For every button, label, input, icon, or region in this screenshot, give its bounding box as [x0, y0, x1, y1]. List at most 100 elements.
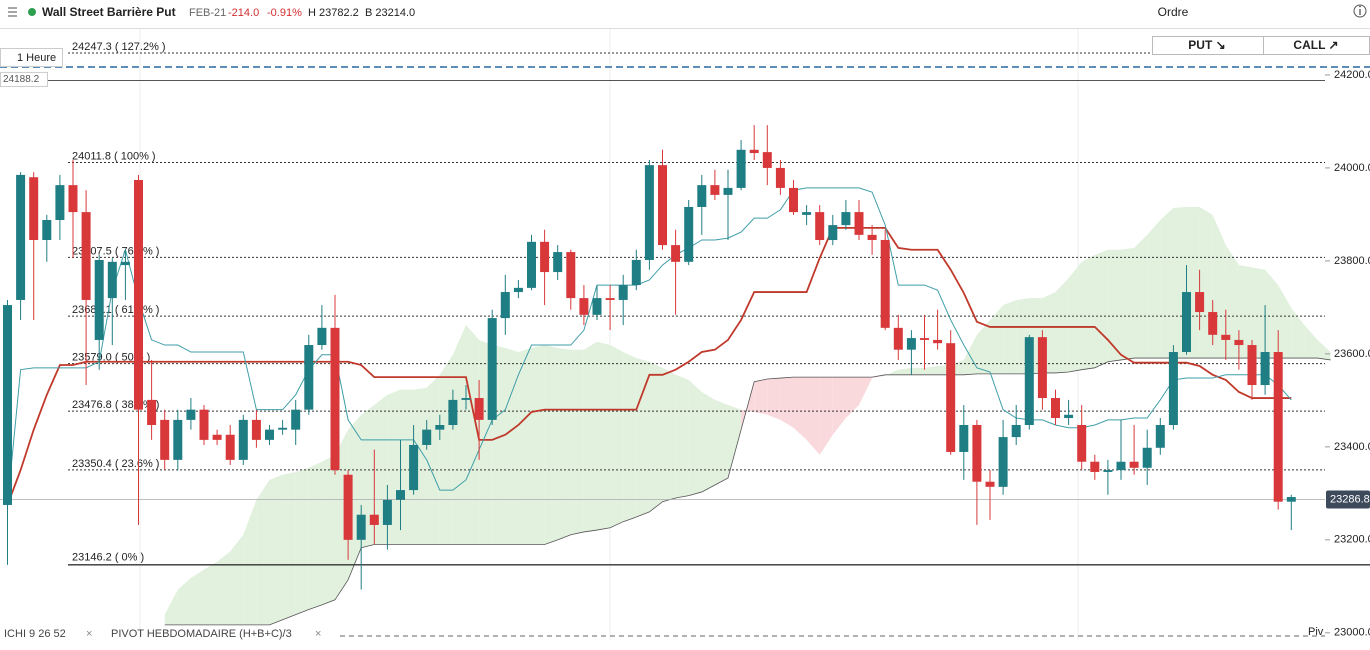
candle-body — [409, 444, 419, 491]
fib-label: 24011.8 ( 100% ) — [72, 150, 156, 162]
candle-body — [1037, 337, 1047, 399]
candle-body — [369, 514, 379, 525]
candle-body — [160, 419, 170, 460]
cloud-segment — [1055, 278, 1069, 373]
cloud-segment — [610, 345, 624, 528]
cloud-segment — [256, 479, 270, 625]
cloud-segment — [1225, 245, 1239, 359]
candle-body — [16, 174, 26, 300]
timeframe[interactable]: 1 Heure — [17, 52, 56, 64]
candle-body — [317, 327, 327, 346]
ref-price-label: 24188.2 — [3, 74, 40, 85]
candle-body — [1182, 292, 1191, 353]
candle-body — [579, 298, 589, 315]
candle-body — [3, 305, 12, 505]
candle-body — [972, 425, 982, 482]
close-icon[interactable]: × — [315, 628, 321, 640]
candle-body — [42, 219, 52, 240]
candle-body — [828, 225, 838, 240]
cloud-segment — [295, 467, 309, 615]
y-tick-label: 23400.0 — [1334, 441, 1370, 453]
candle-body — [920, 338, 929, 340]
info-dot — [1359, 5, 1361, 8]
candle-body — [422, 429, 432, 445]
y-tick-label: 23800.0 — [1334, 255, 1370, 267]
cloud-segment — [452, 325, 466, 545]
candle-body — [1024, 337, 1034, 426]
candle-body — [435, 425, 445, 430]
high: H 23782.2 — [308, 7, 359, 19]
candle-body — [1155, 425, 1165, 448]
close-icon[interactable]: × — [86, 628, 92, 640]
candle-body — [1064, 414, 1074, 419]
candle-body — [1116, 461, 1126, 471]
candle-body — [29, 177, 39, 240]
fib-label: 24247.3 ( 127.2% ) — [72, 41, 166, 53]
candle-body — [225, 434, 235, 460]
candle-body — [1077, 425, 1087, 462]
candle-body — [396, 490, 405, 500]
candle-body — [710, 185, 720, 195]
cloud-segment — [1147, 219, 1161, 359]
candle-body — [527, 241, 536, 288]
cloud-segment — [1304, 325, 1318, 359]
cloud-segment — [675, 374, 689, 498]
candle-body — [815, 212, 825, 240]
cloud-segment — [269, 474, 283, 625]
candle-body — [959, 425, 969, 452]
candle-body — [1011, 425, 1021, 438]
cloud-segment — [597, 341, 611, 531]
cloud-segment — [990, 305, 1004, 374]
cloud-segment — [649, 361, 663, 512]
candle-body — [736, 149, 746, 188]
status-dot — [28, 8, 36, 16]
y-tick-label: 24000.0 — [1334, 162, 1370, 174]
menu-icon[interactable] — [8, 7, 17, 17]
candle-body — [1221, 334, 1231, 340]
candle-body — [68, 185, 78, 213]
candle-body — [880, 239, 890, 328]
cloud-segment — [426, 374, 440, 545]
indicator-label: ICHI 9 26 52 — [4, 628, 66, 640]
candle-body — [212, 434, 222, 440]
put-button[interactable]: PUT ↘ — [1188, 38, 1225, 52]
candle-body — [893, 327, 903, 350]
kijun-line — [6, 226, 1292, 506]
cloud-segment — [1134, 234, 1148, 359]
candle-body — [985, 481, 995, 487]
candle-body — [723, 187, 733, 195]
cloud-segment — [976, 319, 990, 374]
cloud-segment — [623, 352, 637, 522]
plot: 24188.2 24247.3 ( 127.2% ) 24011.8 ( 100% … — [0, 41, 1370, 639]
candle-body — [173, 419, 183, 460]
order-label[interactable]: Ordre — [1158, 5, 1189, 19]
cloud-segment — [466, 325, 480, 545]
low: B 23214.0 — [365, 7, 415, 19]
call-button[interactable]: CALL ↗ — [1293, 38, 1338, 52]
candle-body — [1103, 470, 1113, 472]
info-icon[interactable] — [1353, 4, 1367, 18]
last-price-label: 23286.8 — [1330, 493, 1370, 505]
candle-body — [592, 298, 602, 315]
cloud-segment — [544, 345, 558, 545]
candle-body — [906, 338, 916, 350]
cloud-segment — [1317, 339, 1331, 360]
expiry: FEB-21 — [189, 7, 226, 19]
cloud-segment — [583, 341, 597, 532]
candle-body — [1168, 352, 1178, 426]
candle-body — [540, 241, 550, 273]
base-label: 23146.2 ( 0% ) — [72, 552, 144, 564]
candle-body — [644, 165, 654, 260]
candle-body — [330, 327, 340, 471]
cloud-segment — [335, 429, 349, 600]
candle-body — [618, 285, 628, 300]
cloud-segment — [1199, 206, 1213, 359]
candle-body — [94, 259, 104, 340]
fib-label: 23579.0 ( 50% ) — [72, 352, 150, 364]
cloud-segment — [767, 378, 781, 420]
cloud-span-b — [164, 357, 1331, 626]
last-price-box — [1326, 490, 1370, 509]
cloud-segment — [190, 569, 204, 625]
pivot-label: Piv — [1308, 626, 1324, 638]
candle-body — [291, 409, 301, 430]
